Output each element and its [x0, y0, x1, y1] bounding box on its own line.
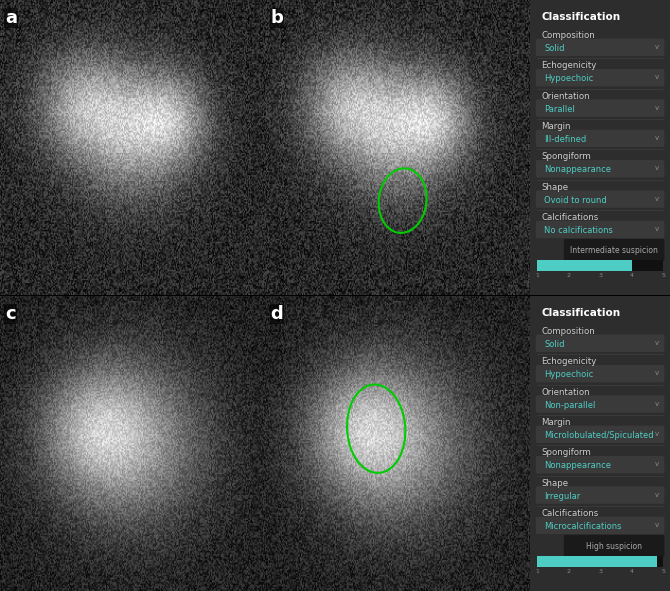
FancyBboxPatch shape: [536, 190, 665, 208]
FancyBboxPatch shape: [536, 69, 665, 86]
Text: 1: 1: [535, 273, 539, 278]
Text: v: v: [655, 226, 659, 232]
Text: Composition: Composition: [541, 31, 595, 40]
Text: High suspicion: High suspicion: [586, 542, 642, 551]
FancyBboxPatch shape: [536, 456, 665, 473]
Text: 4: 4: [630, 569, 634, 574]
Text: Ovoid to round: Ovoid to round: [544, 196, 607, 204]
FancyBboxPatch shape: [536, 365, 665, 382]
Text: Shape: Shape: [541, 183, 569, 191]
Text: Calcifications: Calcifications: [541, 213, 599, 222]
Text: 2: 2: [567, 569, 571, 574]
FancyBboxPatch shape: [536, 129, 665, 147]
FancyBboxPatch shape: [537, 556, 657, 567]
Text: d: d: [271, 305, 283, 323]
Text: No calcifications: No calcifications: [544, 226, 613, 235]
Text: Solid: Solid: [544, 340, 565, 349]
Text: Orientation: Orientation: [541, 388, 590, 397]
FancyBboxPatch shape: [537, 259, 663, 271]
Text: Composition: Composition: [541, 327, 595, 336]
FancyBboxPatch shape: [536, 38, 665, 56]
Text: v: v: [655, 340, 659, 346]
Text: v: v: [655, 196, 659, 202]
Text: Ill-defined: Ill-defined: [544, 135, 586, 144]
Text: Echogenicity: Echogenicity: [541, 61, 597, 70]
Text: Hypoechoic: Hypoechoic: [544, 371, 594, 379]
Text: 5: 5: [661, 273, 665, 278]
Text: 3: 3: [598, 273, 602, 278]
FancyBboxPatch shape: [536, 160, 665, 177]
Text: Microlobulated/Spiculated: Microlobulated/Spiculated: [544, 431, 654, 440]
Text: Calcifications: Calcifications: [541, 509, 599, 518]
Text: v: v: [655, 44, 659, 50]
Text: 2: 2: [567, 273, 571, 278]
Text: b: b: [271, 9, 283, 27]
Text: v: v: [655, 135, 659, 141]
Text: Orientation: Orientation: [541, 92, 590, 100]
FancyBboxPatch shape: [536, 99, 665, 117]
Text: Nonappearance: Nonappearance: [544, 462, 611, 470]
Text: Echogenicity: Echogenicity: [541, 358, 597, 366]
Text: Irregular: Irregular: [544, 492, 580, 501]
Text: Nonappearance: Nonappearance: [544, 165, 611, 174]
Text: v: v: [655, 522, 659, 528]
Text: 5: 5: [661, 569, 665, 574]
FancyBboxPatch shape: [563, 239, 665, 261]
Text: Margin: Margin: [541, 122, 571, 131]
Text: Hypoechoic: Hypoechoic: [544, 74, 594, 83]
FancyBboxPatch shape: [536, 517, 665, 534]
Text: c: c: [5, 305, 16, 323]
FancyBboxPatch shape: [537, 259, 632, 271]
Text: Classification: Classification: [541, 12, 620, 22]
FancyBboxPatch shape: [536, 426, 665, 443]
Text: v: v: [655, 492, 659, 498]
Text: Margin: Margin: [541, 418, 571, 427]
Text: v: v: [655, 105, 659, 111]
FancyBboxPatch shape: [536, 221, 665, 238]
Text: v: v: [655, 74, 659, 80]
FancyBboxPatch shape: [536, 486, 665, 504]
Text: 1: 1: [535, 569, 539, 574]
Text: 3: 3: [598, 569, 602, 574]
Text: Classification: Classification: [541, 308, 620, 318]
Text: Microcalcifications: Microcalcifications: [544, 522, 622, 531]
Text: Shape: Shape: [541, 479, 569, 488]
Text: Parallel: Parallel: [544, 105, 575, 113]
Text: Solid: Solid: [544, 44, 565, 53]
FancyBboxPatch shape: [536, 335, 665, 352]
Text: a: a: [5, 9, 17, 27]
Text: v: v: [655, 371, 659, 376]
Text: v: v: [655, 462, 659, 467]
FancyBboxPatch shape: [537, 556, 663, 567]
Text: Intermediate suspicion: Intermediate suspicion: [570, 246, 658, 255]
Text: Spongiform: Spongiform: [541, 449, 591, 457]
FancyBboxPatch shape: [536, 395, 665, 413]
Text: v: v: [655, 401, 659, 407]
Text: 4: 4: [630, 273, 634, 278]
Text: Non-parallel: Non-parallel: [544, 401, 596, 410]
FancyBboxPatch shape: [563, 535, 665, 557]
Text: v: v: [655, 431, 659, 437]
Text: Spongiform: Spongiform: [541, 152, 591, 161]
Text: v: v: [655, 165, 659, 171]
